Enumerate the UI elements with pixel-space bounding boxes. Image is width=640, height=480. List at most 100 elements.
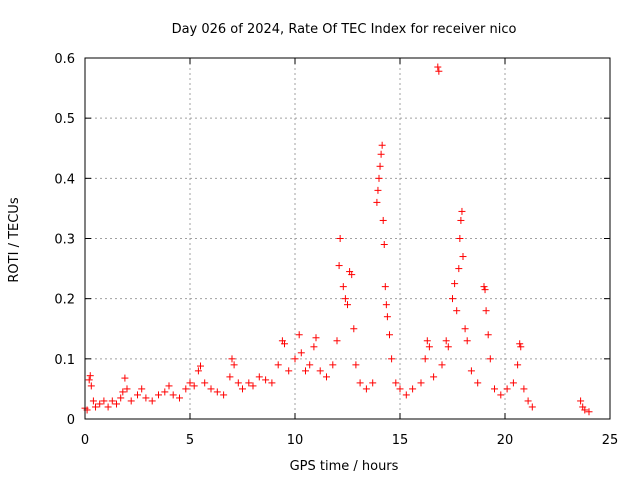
data-point <box>421 355 429 363</box>
data-point <box>213 388 221 396</box>
data-point <box>455 265 463 273</box>
data-point <box>388 355 396 363</box>
data-point <box>517 343 525 351</box>
data-point <box>362 385 370 393</box>
data-point <box>123 385 131 393</box>
x-tick-label: 20 <box>497 433 514 448</box>
data-point <box>520 385 528 393</box>
data-point <box>249 382 257 390</box>
data-point <box>302 367 309 375</box>
data-point <box>92 403 99 411</box>
data-point <box>430 373 438 381</box>
data-point <box>207 385 215 393</box>
chart-title: Day 026 of 2024, Rate Of TEC Index for r… <box>172 22 517 37</box>
data-point <box>230 361 238 369</box>
data-point <box>161 388 169 396</box>
grid-lines <box>85 58 610 419</box>
data-point <box>190 382 198 390</box>
data-point <box>449 295 456 303</box>
data-point <box>438 361 446 369</box>
data-point <box>585 408 593 416</box>
data-point <box>581 406 589 414</box>
data-point <box>329 361 337 369</box>
data-point <box>480 283 488 291</box>
data-point <box>228 355 236 363</box>
data-point <box>380 241 388 249</box>
data-point <box>484 331 492 339</box>
data-point <box>425 343 433 351</box>
data-point <box>435 67 443 75</box>
data-point <box>194 367 202 375</box>
data-point <box>87 382 95 390</box>
data-point <box>85 376 93 384</box>
data-point <box>201 379 209 387</box>
data-point <box>442 337 450 345</box>
data-point <box>89 397 97 405</box>
data-point <box>457 216 465 224</box>
data-point <box>376 162 384 170</box>
y-tick-label: 0 <box>67 413 75 428</box>
axis-ticks: 0 0.1 0.2 0.3 0.4 0.5 0.6 0 5 10 15 20 25 <box>54 52 618 448</box>
data-point <box>245 379 253 387</box>
x-axis-label: GPS time / hours <box>290 459 399 474</box>
data-point <box>497 391 505 399</box>
x-tick-label: 10 <box>287 433 304 448</box>
data-point <box>312 334 320 342</box>
data-point <box>117 394 125 402</box>
data-point <box>274 361 282 369</box>
data-point <box>382 301 390 309</box>
data-point <box>434 63 442 71</box>
data-point <box>378 141 386 149</box>
data-point <box>379 216 387 224</box>
data-point <box>396 385 404 393</box>
data-point <box>375 174 383 182</box>
data-point <box>306 361 314 369</box>
data-point <box>310 343 318 351</box>
data-point <box>234 379 242 387</box>
data-point <box>86 372 94 380</box>
data-point <box>285 367 293 375</box>
data-point <box>456 235 464 242</box>
data-point <box>503 385 511 393</box>
data-point <box>113 400 120 408</box>
data-point <box>108 397 116 405</box>
data-point <box>169 391 177 399</box>
data-point <box>577 397 585 405</box>
data-point <box>226 373 234 381</box>
data-point <box>381 283 389 291</box>
data-point <box>516 340 524 348</box>
data-point <box>486 355 494 363</box>
data-point <box>369 379 377 387</box>
data-point <box>291 355 299 363</box>
data-point <box>281 340 288 348</box>
data-point <box>458 207 466 215</box>
data-point <box>142 394 150 402</box>
data-point <box>409 385 417 393</box>
data-point <box>100 397 108 405</box>
data-point <box>350 325 358 333</box>
data-point <box>402 391 410 399</box>
data-point <box>423 337 431 345</box>
data-point <box>138 385 146 393</box>
data-point <box>374 186 382 194</box>
x-tick-label: 0 <box>81 433 89 448</box>
y-tick-label: 0.6 <box>54 52 75 67</box>
data-point <box>461 325 469 333</box>
data-point <box>268 379 276 387</box>
data-point <box>316 367 324 375</box>
data-point <box>155 391 162 399</box>
data-point <box>463 337 471 345</box>
data-point <box>336 235 344 242</box>
data-point <box>295 331 303 339</box>
data-point <box>148 397 156 405</box>
data-point <box>104 403 112 411</box>
data-point <box>491 385 498 393</box>
data-point <box>96 400 104 408</box>
data-point <box>392 379 400 387</box>
y-tick-label: 0.3 <box>54 233 75 248</box>
x-tick-label: 25 <box>602 433 619 448</box>
data-point <box>514 361 522 369</box>
y-tick-label: 0.1 <box>54 353 75 368</box>
